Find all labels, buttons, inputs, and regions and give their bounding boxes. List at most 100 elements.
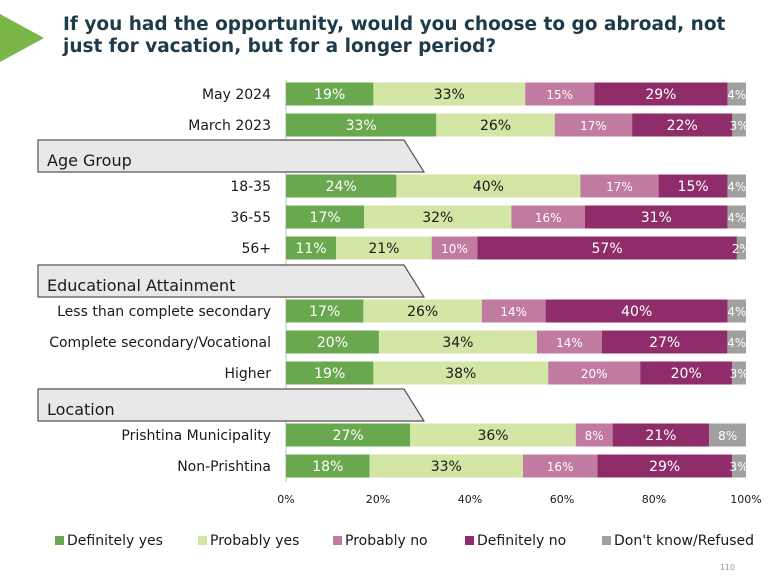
bar-segment bbox=[481, 299, 546, 323]
bar-segment bbox=[373, 82, 526, 106]
legend-swatch bbox=[602, 536, 611, 545]
bar-segment bbox=[286, 113, 437, 137]
x-tick-label: 0% bbox=[277, 493, 294, 506]
row-label: Less than complete secondary bbox=[57, 304, 271, 320]
bar-segment bbox=[431, 236, 478, 260]
bar-segment bbox=[286, 82, 374, 106]
legend-label: Don't know/Refused bbox=[614, 533, 754, 549]
bar-segment bbox=[585, 205, 728, 229]
section-header-bg bbox=[37, 139, 426, 173]
data-label: 8% bbox=[585, 429, 604, 443]
bar-segment bbox=[522, 454, 598, 478]
row-label: 56+ bbox=[241, 241, 271, 257]
bar-segment bbox=[575, 423, 613, 447]
bar-segment bbox=[286, 361, 374, 385]
data-label: 16% bbox=[547, 460, 574, 474]
section-header-label: Location bbox=[47, 400, 115, 419]
data-label: 17% bbox=[580, 119, 607, 133]
data-label: 33% bbox=[434, 87, 465, 103]
x-tick-label: 100% bbox=[730, 493, 761, 506]
legend-label: Probably yes bbox=[210, 533, 299, 549]
chart-title: If you had the opportunity, would you ch… bbox=[63, 14, 726, 57]
bar-segment bbox=[536, 330, 602, 354]
data-label: 40% bbox=[473, 179, 504, 195]
data-label: 29% bbox=[649, 459, 680, 475]
legend-label: Probably no bbox=[345, 533, 428, 549]
legend-swatch bbox=[333, 536, 342, 545]
data-label: 20% bbox=[317, 335, 348, 351]
data-label: 14% bbox=[500, 305, 527, 319]
bar-segment bbox=[658, 174, 728, 198]
bar-segment bbox=[511, 205, 585, 229]
data-label: 26% bbox=[480, 118, 511, 134]
bar-segment bbox=[594, 82, 728, 106]
bar-segment bbox=[436, 113, 555, 137]
section-header-label: Age Group bbox=[47, 151, 132, 170]
data-label: 4% bbox=[727, 180, 746, 194]
row-label: Prishtina Municipality bbox=[121, 428, 271, 444]
data-label: 4% bbox=[727, 88, 746, 102]
row-label: Complete secondary/Vocational bbox=[49, 335, 271, 351]
bar-segment bbox=[336, 236, 432, 260]
title-arrow bbox=[0, 14, 44, 62]
bar-segment bbox=[286, 423, 411, 447]
bar-segment bbox=[364, 205, 512, 229]
row-label: Higher bbox=[224, 366, 271, 382]
bar-segment bbox=[597, 454, 733, 478]
data-label: 17% bbox=[309, 304, 340, 320]
bar-segment bbox=[612, 423, 710, 447]
data-label: 31% bbox=[641, 210, 672, 226]
bar-segment bbox=[601, 330, 728, 354]
bar-segment bbox=[525, 82, 595, 106]
data-label: 21% bbox=[368, 241, 399, 257]
legend-swatch bbox=[55, 536, 64, 545]
data-label: 4% bbox=[727, 305, 746, 319]
bar-segment bbox=[580, 174, 659, 198]
bar-segment bbox=[396, 174, 581, 198]
data-label: 27% bbox=[649, 335, 680, 351]
bar-segment bbox=[373, 361, 549, 385]
x-tick-label: 60% bbox=[550, 493, 574, 506]
data-label: 19% bbox=[314, 87, 345, 103]
data-label: 15% bbox=[678, 179, 709, 195]
page-number: 110 bbox=[719, 563, 735, 572]
bar-segment bbox=[727, 82, 746, 106]
data-label: 19% bbox=[314, 366, 345, 382]
bar-segment bbox=[640, 361, 733, 385]
data-label: 26% bbox=[407, 304, 438, 320]
bar-segment bbox=[286, 299, 364, 323]
section-header-bg bbox=[37, 264, 426, 298]
data-label: 57% bbox=[592, 241, 623, 257]
data-label: 8% bbox=[718, 429, 737, 443]
data-label: 33% bbox=[431, 459, 462, 475]
section-header-label: Educational Attainment bbox=[47, 276, 235, 295]
row-label: March 2023 bbox=[188, 118, 271, 134]
data-label: 27% bbox=[333, 428, 364, 444]
data-label: 38% bbox=[445, 366, 476, 382]
data-label: 14% bbox=[556, 336, 583, 350]
bar-segment bbox=[286, 236, 337, 260]
row-label: Non-Prishtina bbox=[177, 459, 271, 475]
data-label: 3% bbox=[730, 119, 749, 133]
data-label: 32% bbox=[422, 210, 453, 226]
legend-label: Definitely no bbox=[477, 533, 566, 549]
bar-segment bbox=[363, 299, 482, 323]
data-label: 33% bbox=[346, 118, 377, 134]
data-label: 20% bbox=[671, 366, 702, 382]
bar-segment bbox=[727, 205, 746, 229]
bar-segment bbox=[727, 174, 746, 198]
data-label: 10% bbox=[441, 242, 468, 256]
data-label: 4% bbox=[727, 336, 746, 350]
data-label: 20% bbox=[581, 367, 608, 381]
data-label: 22% bbox=[667, 118, 698, 134]
data-label: 34% bbox=[442, 335, 473, 351]
row-label: 36-55 bbox=[230, 210, 271, 226]
bar-segment bbox=[286, 454, 370, 478]
legend-swatch bbox=[198, 536, 207, 545]
x-tick-label: 40% bbox=[458, 493, 482, 506]
bar-segment bbox=[709, 423, 746, 447]
bar-segment bbox=[286, 205, 365, 229]
x-tick-label: 20% bbox=[366, 493, 390, 506]
legend-label: Definitely yes bbox=[67, 533, 163, 549]
